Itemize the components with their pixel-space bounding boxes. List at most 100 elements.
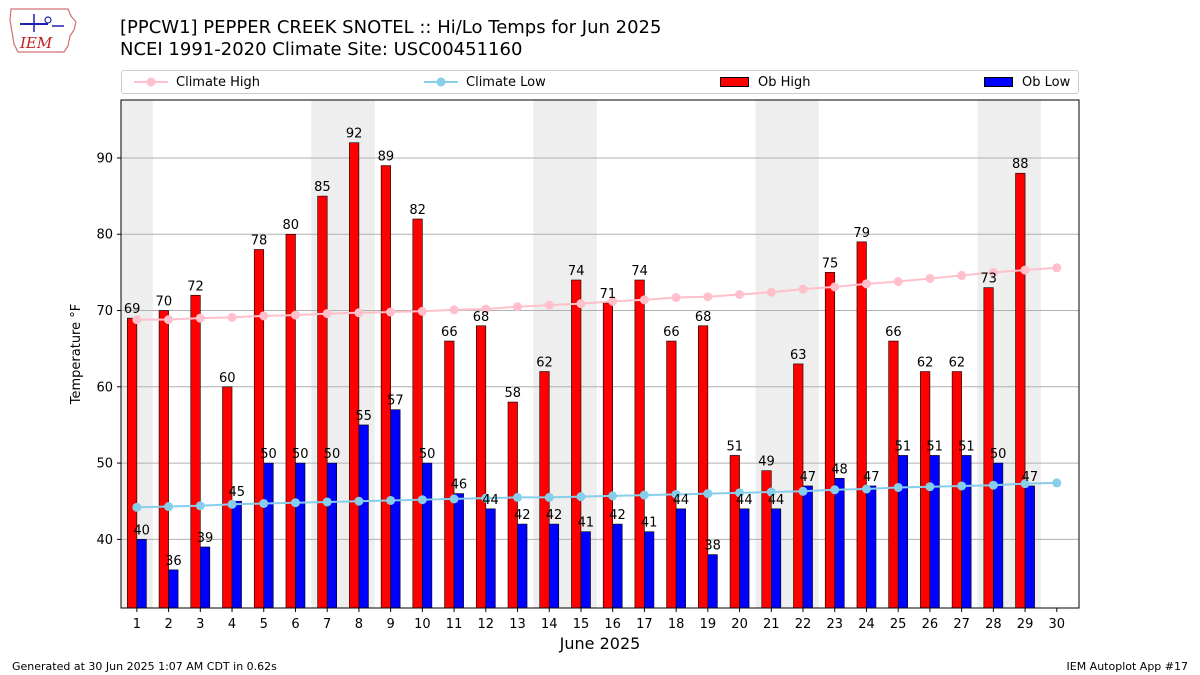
climate-high-point	[386, 307, 396, 317]
ob-low-label: 50	[990, 447, 1007, 462]
ob-low-label: 51	[926, 439, 943, 454]
legend-swatch-climate-low	[424, 77, 458, 87]
ob-high-label: 92	[346, 127, 363, 142]
climate-low-point	[830, 485, 840, 495]
ob-low-bar	[739, 508, 750, 609]
climate-high-point	[893, 277, 903, 287]
climate-low-point	[988, 480, 998, 490]
ob-high-bar	[824, 272, 836, 609]
plot-frame	[120, 99, 1080, 609]
climate-high-point	[259, 311, 269, 321]
x-tick-label: 23	[826, 617, 843, 632]
climate-low-point	[132, 502, 142, 512]
x-tick-label: 14	[541, 617, 558, 632]
ob-low-bar	[358, 424, 369, 609]
ob-low-bar	[422, 462, 433, 609]
ob-high-label: 88	[1012, 157, 1029, 172]
ob-low-label: 44	[482, 493, 499, 508]
ob-low-label: 41	[577, 516, 594, 531]
ob-low-label: 50	[419, 447, 436, 462]
climate-low-point	[290, 498, 300, 508]
climate-high-point	[481, 304, 491, 314]
x-tick-label: 3	[196, 617, 204, 632]
climate-low-point	[957, 481, 967, 491]
logo-text: IEM	[19, 34, 53, 52]
climate-high-point	[957, 270, 967, 280]
climate-high-point	[576, 299, 586, 309]
x-tick-label: 16	[604, 617, 621, 632]
climate-high-point	[1020, 265, 1030, 275]
climate-low-point	[703, 489, 713, 499]
legend-swatch-climate-high	[134, 77, 168, 87]
y-axis-label: Temperature °F	[69, 304, 84, 405]
ob-low-bar	[231, 500, 242, 609]
ob-low-label: 50	[292, 447, 309, 462]
x-tick-label: 27	[953, 617, 970, 632]
climate-low-point	[481, 493, 491, 503]
ob-low-label: 36	[165, 554, 182, 569]
ob-low-label: 42	[609, 508, 626, 523]
climate-low-point	[766, 487, 776, 497]
x-tick-label: 29	[1017, 617, 1034, 632]
ob-high-bar	[729, 455, 740, 609]
climate-high-line	[136, 266, 1057, 321]
ob-high-bar	[349, 142, 360, 609]
ob-high-label: 58	[504, 386, 521, 401]
y-tick-label: 50	[96, 457, 113, 472]
x-tick-label: 7	[323, 617, 331, 632]
ob-low-bar	[485, 508, 496, 609]
x-tick-label: 13	[509, 617, 526, 632]
ob-high-bar	[475, 325, 487, 609]
legend-label-climate-high: Climate High	[176, 74, 261, 90]
ob-low-label: 47	[863, 470, 880, 485]
ob-low-bar	[263, 462, 274, 609]
ob-high-bar	[571, 279, 582, 609]
legend-item-climate-high: Climate High	[134, 71, 260, 93]
ob-low-label: 50	[324, 447, 341, 462]
ob-high-label: 62	[949, 356, 966, 371]
ob-high-label: 73	[980, 272, 997, 287]
climate-high-point	[735, 290, 745, 300]
ob-high-label: 68	[695, 310, 712, 325]
legend-label-ob-high: Ob High	[758, 74, 811, 90]
climate-high-point	[861, 279, 871, 289]
ob-low-bar	[200, 546, 211, 609]
climate-low-point	[893, 482, 903, 492]
climate-high-point	[417, 306, 427, 316]
x-tick-label: 2	[164, 617, 172, 632]
ob-low-label: 40	[133, 523, 150, 538]
footer-generated: Generated at 30 Jun 2025 1:07 AM CDT in …	[12, 660, 277, 673]
x-tick-label: 30	[1049, 617, 1066, 632]
ob-low-bar	[326, 462, 338, 609]
ob-low-label: 44	[768, 493, 785, 508]
ob-low-label: 47	[800, 470, 817, 485]
climate-high-point	[798, 284, 808, 294]
climate-low-line	[136, 481, 1057, 509]
x-tick-label: 18	[668, 617, 685, 632]
climate-high-point	[671, 293, 681, 303]
ob-low-label: 42	[546, 508, 563, 523]
ob-high-label: 74	[568, 264, 585, 279]
ob-high-bar	[127, 317, 138, 609]
climate-low-point	[386, 495, 396, 505]
ob-high-bar	[698, 325, 709, 609]
climate-low-point	[164, 502, 174, 512]
climate-low-point	[417, 495, 427, 505]
ob-high-label: 70	[156, 295, 173, 310]
ob-low-bar	[961, 455, 972, 609]
ob-low-bar	[770, 508, 782, 609]
x-tick-label: 24	[858, 617, 875, 632]
ob-high-label: 62	[536, 356, 553, 371]
gridlines	[121, 157, 1079, 540]
ob-high-bar	[380, 165, 391, 609]
ob-high-bar	[507, 401, 518, 609]
ob-low-label: 46	[451, 478, 468, 493]
ob-low-label: 44	[736, 493, 753, 508]
climate-low-point	[259, 499, 269, 509]
ob-low-label: 38	[704, 539, 721, 554]
bars	[127, 142, 1035, 609]
chart-subtitle: NCEI 1991-2020 Climate Site: USC00451160	[120, 39, 523, 60]
ob-high-label: 80	[282, 218, 299, 233]
x-tick-label: 28	[985, 617, 1002, 632]
